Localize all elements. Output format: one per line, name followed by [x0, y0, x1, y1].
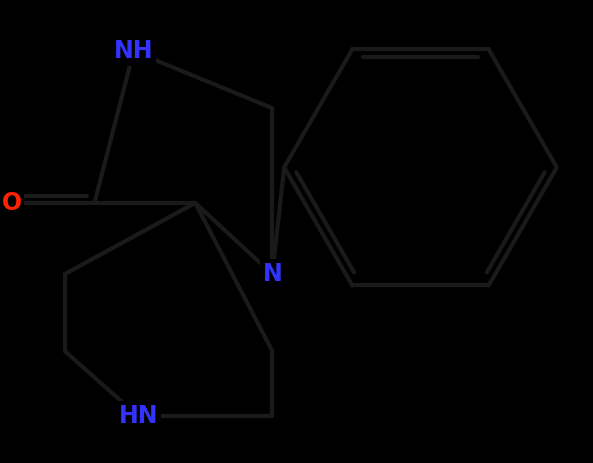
Text: NH: NH [114, 39, 154, 63]
Text: HN: HN [119, 404, 158, 428]
Text: N: N [263, 262, 282, 286]
Text: O: O [1, 191, 21, 215]
